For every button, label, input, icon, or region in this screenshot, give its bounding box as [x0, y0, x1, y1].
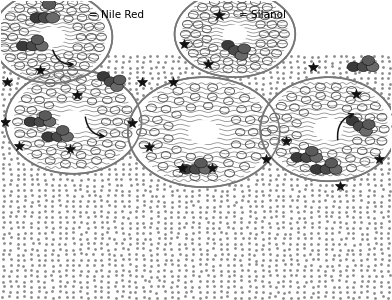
Circle shape [223, 25, 247, 44]
Ellipse shape [260, 77, 392, 181]
Circle shape [30, 13, 44, 23]
Circle shape [221, 40, 234, 50]
Circle shape [39, 27, 65, 47]
Circle shape [199, 164, 212, 174]
Circle shape [362, 56, 375, 65]
Circle shape [42, 0, 56, 10]
Circle shape [238, 44, 250, 53]
Circle shape [31, 35, 44, 45]
Ellipse shape [174, 0, 295, 77]
Circle shape [46, 13, 59, 23]
Circle shape [353, 122, 366, 131]
Circle shape [35, 41, 48, 51]
Ellipse shape [0, 0, 113, 83]
Circle shape [313, 118, 343, 141]
Circle shape [347, 62, 360, 72]
Circle shape [24, 117, 37, 127]
Circle shape [58, 110, 88, 133]
Circle shape [194, 158, 207, 168]
Text: = Nile Red: = Nile Red [89, 10, 144, 20]
Circle shape [305, 146, 318, 156]
Circle shape [362, 120, 375, 129]
Circle shape [38, 13, 52, 23]
Circle shape [56, 126, 69, 135]
Circle shape [111, 82, 123, 92]
Circle shape [366, 62, 379, 72]
Circle shape [310, 164, 323, 174]
Circle shape [16, 41, 29, 51]
Circle shape [61, 132, 73, 142]
Circle shape [329, 164, 342, 174]
Circle shape [39, 111, 51, 120]
Ellipse shape [5, 70, 142, 174]
Circle shape [357, 62, 370, 72]
Circle shape [190, 164, 202, 174]
Circle shape [360, 126, 372, 136]
Circle shape [320, 164, 333, 174]
Circle shape [325, 158, 338, 168]
Circle shape [97, 71, 110, 81]
Circle shape [180, 164, 192, 174]
Circle shape [42, 132, 54, 142]
Circle shape [104, 77, 117, 86]
Circle shape [310, 153, 323, 162]
Circle shape [43, 117, 56, 127]
Circle shape [51, 132, 64, 142]
Circle shape [34, 117, 47, 127]
Circle shape [26, 41, 39, 51]
Circle shape [235, 51, 248, 60]
Circle shape [188, 120, 220, 144]
Circle shape [113, 75, 126, 85]
Ellipse shape [128, 77, 279, 187]
Text: = Silanol: = Silanol [239, 10, 286, 20]
Circle shape [291, 153, 303, 162]
Circle shape [229, 46, 241, 55]
Circle shape [346, 116, 359, 126]
Circle shape [301, 153, 313, 162]
